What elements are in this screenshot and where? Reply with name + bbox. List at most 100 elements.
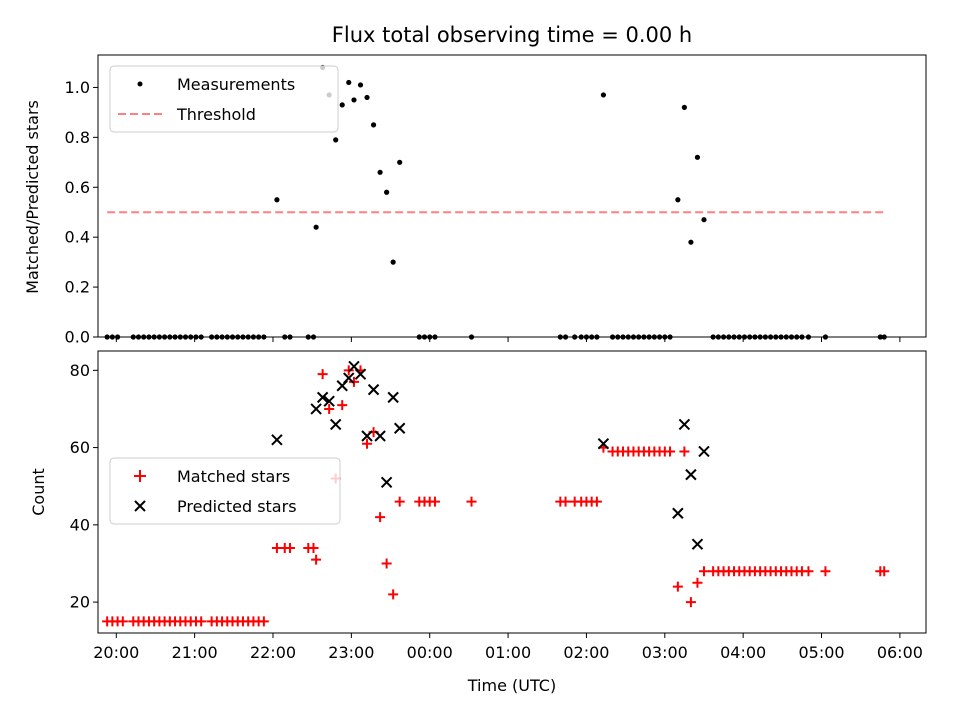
measurement-point bbox=[600, 92, 607, 98]
legend-predicted-label: Predicted stars bbox=[177, 497, 297, 516]
measurement-point bbox=[313, 224, 319, 230]
predicted-star-point bbox=[387, 391, 399, 404]
matched-star-point bbox=[324, 403, 335, 414]
predicted-star-point bbox=[354, 368, 367, 380]
measurement-point bbox=[688, 239, 694, 245]
bottom-y-tick-label: 40 bbox=[70, 515, 90, 534]
legend-threshold-label: Threshold bbox=[176, 105, 256, 124]
matched-star-point bbox=[284, 543, 295, 554]
bottom-legend-frame bbox=[109, 457, 341, 525]
predicted-star-point bbox=[361, 430, 373, 442]
matched-star-point bbox=[337, 400, 348, 411]
measurement-point bbox=[675, 197, 681, 203]
matched-star-point bbox=[429, 496, 440, 507]
matched-star-point bbox=[375, 512, 386, 523]
predicted-star-point bbox=[367, 383, 380, 396]
legend-matched-label: Matched stars bbox=[177, 467, 290, 486]
bottom-x-tick-label: 01:00 bbox=[485, 643, 531, 662]
matched-star-point bbox=[258, 616, 269, 627]
predicted-star-point bbox=[678, 418, 691, 431]
predicted-star-point bbox=[698, 445, 710, 458]
predicted-star-point bbox=[310, 403, 322, 415]
bottom-y-tick-label: 20 bbox=[70, 593, 90, 612]
bottom-x-tick-label: 22:00 bbox=[250, 643, 296, 662]
top-chart-title: Flux total observing time = 0.00 h bbox=[332, 23, 692, 47]
top-y-axis-label: Matched/Predicted stars bbox=[23, 100, 42, 294]
matched-star-point bbox=[362, 438, 373, 449]
matched-star-point bbox=[388, 589, 399, 600]
top-plot-area: 0.0 0.2 0.4 0.6 0.8 1.0 bbox=[65, 54, 927, 347]
measurement-point bbox=[333, 137, 339, 143]
bottom-x-tick-label: 20:00 bbox=[93, 643, 139, 662]
measurement-point bbox=[397, 159, 403, 165]
measurement-point bbox=[701, 217, 707, 223]
bottom-x-tick-label: 21:00 bbox=[172, 643, 218, 662]
matched-star-point bbox=[672, 581, 683, 592]
matched-star-point bbox=[381, 558, 392, 569]
bottom-x-axis-label: Time (UTC) bbox=[467, 676, 556, 695]
legend-predicted-marker bbox=[134, 500, 146, 512]
bottom-y-tick-label: 60 bbox=[70, 438, 90, 457]
top-legend: Measurements Threshold bbox=[109, 65, 339, 133]
predicted-star-point bbox=[597, 438, 610, 450]
top-y-tick-label: 0.4 bbox=[65, 228, 90, 247]
legend-matched-marker bbox=[134, 470, 146, 482]
measurement-point bbox=[384, 189, 390, 195]
matched-star-point bbox=[803, 566, 814, 577]
legend-measurements-marker bbox=[137, 81, 143, 87]
top-axes-frame bbox=[97, 54, 927, 338]
predicted-star-point bbox=[380, 476, 393, 489]
measurement-point bbox=[346, 79, 352, 86]
top-y-tick-label: 0.2 bbox=[65, 278, 90, 297]
bottom-x-tick-label: 23:00 bbox=[328, 643, 374, 662]
bottom-x-tick-label: 05:00 bbox=[798, 643, 844, 662]
top-y-tick-label: 0.0 bbox=[65, 328, 90, 347]
matched-star-point bbox=[591, 496, 602, 507]
matched-star-point bbox=[665, 446, 676, 457]
measurement-point bbox=[681, 104, 687, 111]
bottom-x-tick-label: 00:00 bbox=[407, 643, 453, 662]
predicted-star-point bbox=[672, 507, 684, 519]
measurement-point bbox=[274, 197, 280, 203]
measurement-point bbox=[351, 97, 357, 103]
bottom-plot-area: 20 40 60 80 20:00 21:00 22:00 23:00 00:00 01:00 02… bbox=[70, 350, 927, 662]
matched-star-point bbox=[698, 566, 709, 577]
legend-measurements-label: Measurements bbox=[177, 75, 295, 94]
measurement-point bbox=[390, 259, 396, 265]
matched-star-point bbox=[692, 577, 703, 588]
predicted-star-point bbox=[316, 391, 329, 404]
top-y-tick-label: 1.0 bbox=[65, 78, 90, 97]
measurement-point bbox=[694, 154, 701, 160]
bottom-legend: Matched stars Predicted stars bbox=[109, 457, 341, 525]
matched-star-point bbox=[560, 496, 571, 507]
matched-star-point bbox=[685, 597, 696, 608]
matched-star-point bbox=[466, 496, 477, 507]
predicted-star-point bbox=[343, 372, 355, 384]
matched-star-point bbox=[117, 616, 128, 627]
measurement-point bbox=[377, 169, 383, 175]
bottom-x-tick-label: 06:00 bbox=[877, 643, 923, 662]
bottom-x-tick-label: 03:00 bbox=[642, 643, 688, 662]
predicted-star-point bbox=[271, 434, 283, 446]
predicted-star-point bbox=[691, 538, 704, 550]
top-y-tick-label: 0.6 bbox=[65, 178, 90, 197]
measurement-point bbox=[339, 102, 345, 108]
matched-star-point bbox=[394, 496, 405, 507]
matched-star-point bbox=[308, 543, 319, 554]
matched-star-point bbox=[679, 446, 690, 457]
bottom-x-tick-label: 04:00 bbox=[720, 643, 766, 662]
predicted-star-point bbox=[393, 422, 406, 434]
bottom-y-axis-label: Count bbox=[29, 468, 48, 516]
predicted-star-point bbox=[685, 468, 697, 481]
bottom-x-tick-label: 02:00 bbox=[563, 643, 609, 662]
matched-star-point bbox=[317, 369, 328, 380]
predicted-star-point bbox=[329, 418, 342, 431]
top-y-tick-label: 0.8 bbox=[65, 128, 90, 147]
bottom-y-tick-label: 80 bbox=[70, 361, 90, 380]
bottom-axes-frame bbox=[97, 350, 927, 634]
matched-star-point bbox=[879, 566, 890, 577]
top-legend-frame bbox=[109, 65, 339, 133]
matched-star-point bbox=[196, 616, 207, 627]
predicted-star-point bbox=[374, 430, 386, 442]
